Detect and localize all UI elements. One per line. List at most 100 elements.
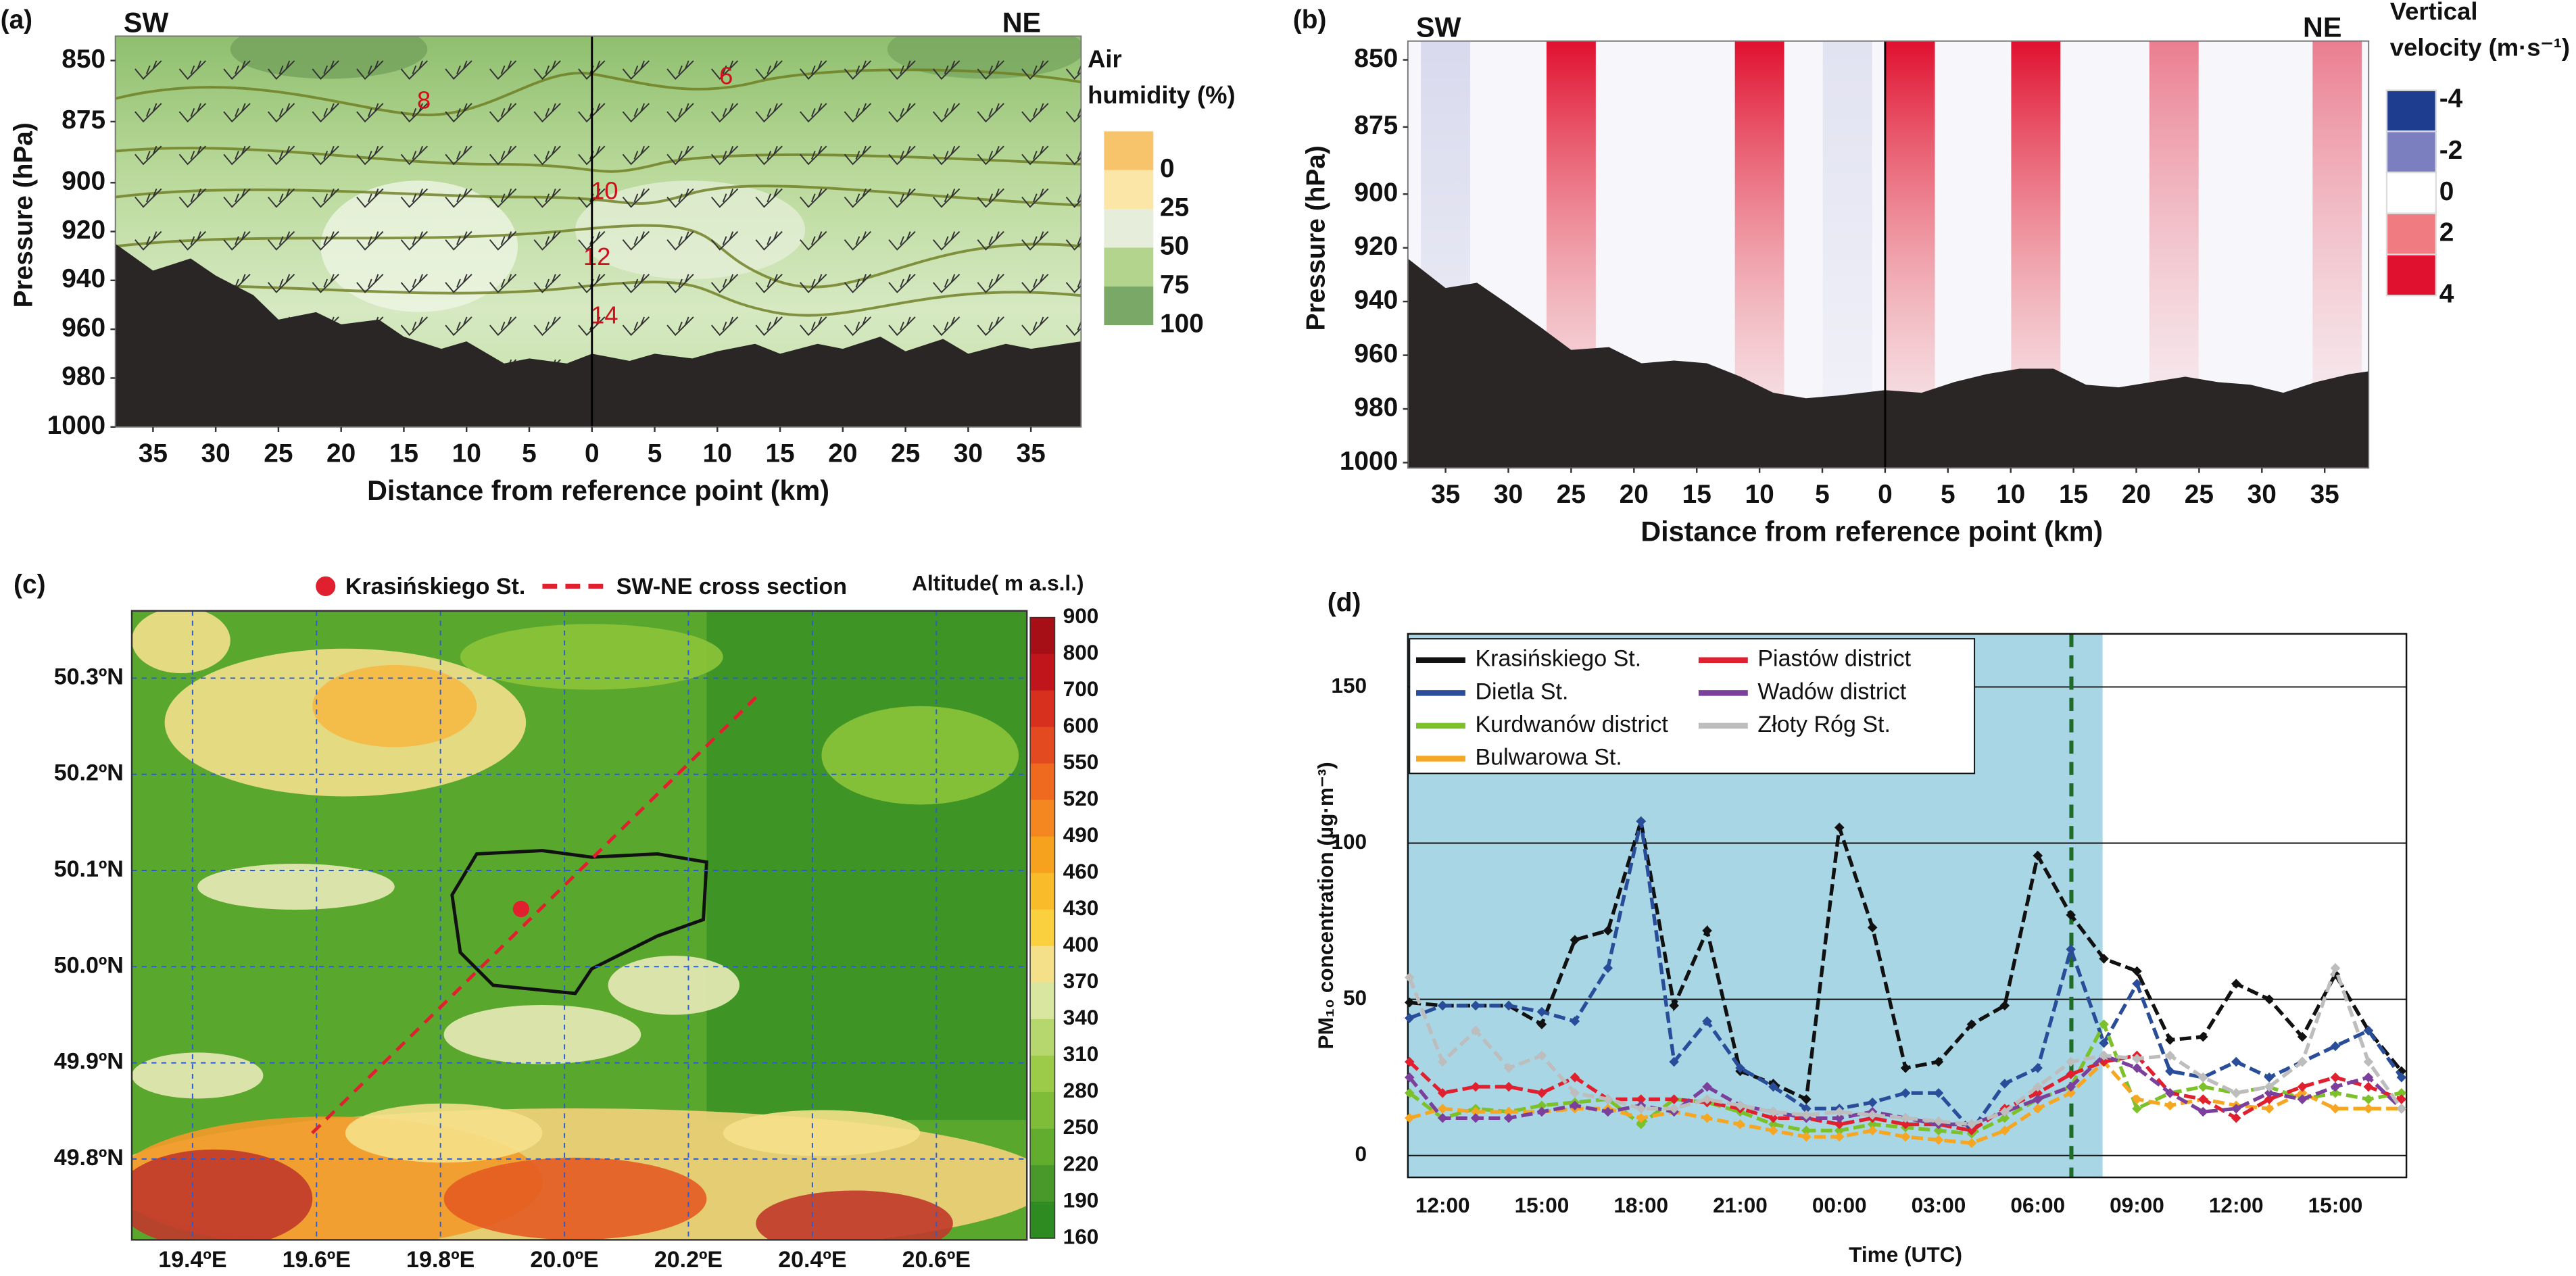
wind-barb bbox=[135, 188, 162, 208]
x-tick-label: 30 bbox=[201, 439, 230, 468]
data-point bbox=[1636, 1094, 1647, 1104]
data-point bbox=[1966, 1137, 1977, 1148]
colorbar-swatch bbox=[1030, 873, 1055, 910]
wind-barb bbox=[400, 316, 429, 337]
legend-swatch bbox=[2385, 253, 2437, 297]
x-tick-label: 10 bbox=[703, 439, 732, 468]
data-point bbox=[1570, 1016, 1580, 1027]
data-point bbox=[2033, 1081, 2043, 1092]
contour-label: 10 bbox=[591, 176, 618, 204]
data-point bbox=[2330, 1081, 2341, 1092]
wind-barb bbox=[489, 60, 517, 80]
wind-barb bbox=[844, 274, 872, 293]
wind-barb bbox=[622, 230, 650, 251]
x-tick-label: 15 bbox=[2059, 480, 2088, 509]
wind-barb bbox=[622, 145, 650, 166]
wind-barb bbox=[445, 230, 472, 251]
wind-barb bbox=[932, 316, 961, 337]
wind-barb bbox=[844, 188, 872, 208]
y-tick-label: 920 bbox=[62, 216, 105, 245]
colorbar-swatch bbox=[1030, 1019, 1055, 1056]
legend-label: -2 bbox=[2439, 136, 2463, 165]
y-tick-label: 850 bbox=[62, 45, 105, 74]
wind-barb bbox=[622, 188, 650, 208]
data-point bbox=[1669, 1000, 1679, 1011]
cross-section-line bbox=[311, 696, 758, 1135]
colorbar-label: 310 bbox=[1063, 1041, 1099, 1066]
wind-barb bbox=[932, 274, 961, 293]
wind-barb bbox=[977, 274, 1004, 293]
data-point bbox=[2264, 1081, 2275, 1092]
y-tick-label: 900 bbox=[1354, 178, 1398, 207]
data-point bbox=[1636, 816, 1647, 827]
colorbar-title: Altitude( m a.s.l.) bbox=[912, 570, 1084, 595]
data-point bbox=[1867, 1125, 1878, 1136]
data-point bbox=[1966, 1125, 1977, 1136]
data-point bbox=[1636, 1112, 1647, 1123]
data-point bbox=[1669, 1094, 1679, 1104]
x-tick-label: 19.8ºE bbox=[406, 1247, 475, 1273]
legend-title: humidity (%) bbox=[1088, 81, 1236, 109]
data-point bbox=[1768, 1119, 1778, 1129]
x-tick-label: 18:00 bbox=[1613, 1193, 1668, 1217]
colorbar-frame bbox=[1029, 616, 1056, 1239]
colorbar-swatch bbox=[1030, 946, 1055, 983]
legend-label: Krasińskiego St. bbox=[1475, 646, 1641, 672]
y-tick-label: 920 bbox=[1354, 232, 1398, 261]
data-point bbox=[2132, 1094, 2142, 1104]
wind-barb bbox=[755, 60, 783, 80]
data-point bbox=[2132, 1104, 2142, 1114]
panel-label: (b) bbox=[1293, 5, 1327, 34]
x-tick-label: 15:00 bbox=[1515, 1193, 1570, 1217]
terrain-blob bbox=[132, 1149, 313, 1240]
wind-barb bbox=[800, 230, 827, 251]
wind-barb bbox=[710, 145, 739, 166]
legend-label: Złoty Róg St. bbox=[1757, 712, 1891, 737]
contour-label: 14 bbox=[591, 301, 618, 329]
panel-label: (c) bbox=[14, 570, 46, 599]
data-point bbox=[1768, 1112, 1778, 1123]
wind-barb bbox=[666, 60, 694, 80]
terrain-blob bbox=[443, 1004, 641, 1064]
panel-label: (d) bbox=[1328, 588, 1361, 617]
data-point bbox=[2330, 963, 2341, 973]
panel-label: (a) bbox=[1, 5, 32, 34]
wind-barb bbox=[178, 188, 207, 208]
legend-title: velocity (m·s⁻¹) bbox=[2390, 34, 2570, 62]
legend-label: 75 bbox=[1160, 270, 1189, 299]
data-point bbox=[2033, 1104, 2043, 1114]
data-point bbox=[1768, 1106, 1778, 1117]
data-point bbox=[1470, 1112, 1481, 1123]
wind-barb bbox=[800, 145, 827, 166]
wind-barb bbox=[622, 60, 650, 80]
x-tick-label: 15 bbox=[389, 439, 418, 468]
data-point bbox=[1933, 1116, 1944, 1127]
direction-label: NE bbox=[1002, 7, 1041, 38]
data-point bbox=[1470, 1025, 1481, 1036]
wind-barb bbox=[977, 316, 1004, 337]
colorbar-swatch bbox=[1030, 1055, 1055, 1093]
wind-barb bbox=[888, 145, 916, 166]
terrain-east bbox=[706, 610, 1027, 1121]
legend-label: -4 bbox=[2439, 84, 2463, 113]
data-point bbox=[1966, 1119, 1977, 1129]
data-point bbox=[1405, 972, 1415, 983]
data-point bbox=[1470, 1106, 1481, 1117]
data-point bbox=[1801, 1110, 1812, 1120]
data-point bbox=[2198, 1031, 2208, 1042]
data-point bbox=[1768, 1125, 1778, 1136]
data-point bbox=[2363, 1072, 2374, 1083]
legend-label: 0 bbox=[1160, 154, 1175, 183]
y-tick-label: 850 bbox=[1354, 44, 1398, 73]
colorbar-label: 800 bbox=[1063, 640, 1099, 664]
x-tick-label: 30 bbox=[2247, 480, 2277, 509]
wind-barb bbox=[312, 60, 339, 80]
legend-label: SW-NE cross section bbox=[616, 574, 847, 599]
terrain-blob bbox=[723, 1110, 921, 1156]
data-point bbox=[1834, 1131, 1845, 1142]
y-tick-label: 1000 bbox=[47, 411, 105, 440]
wind-barb bbox=[267, 188, 295, 208]
wind-barb bbox=[932, 145, 961, 166]
wind-barb bbox=[977, 103, 1004, 123]
contour-line bbox=[115, 224, 1082, 289]
